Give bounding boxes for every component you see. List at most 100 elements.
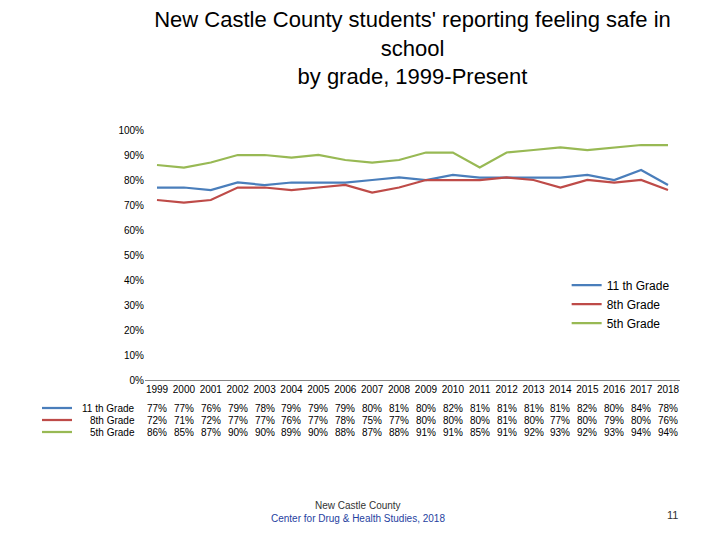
svg-text:77%: 77% xyxy=(255,415,275,426)
svg-text:80%: 80% xyxy=(524,415,544,426)
svg-text:77%: 77% xyxy=(147,403,167,414)
svg-text:2001: 2001 xyxy=(200,384,223,395)
svg-text:79%: 79% xyxy=(335,403,355,414)
svg-text:84%: 84% xyxy=(631,403,651,414)
svg-text:88%: 88% xyxy=(335,427,355,438)
svg-text:90%: 90% xyxy=(228,427,248,438)
svg-text:80%: 80% xyxy=(577,415,597,426)
svg-text:81%: 81% xyxy=(497,403,517,414)
svg-text:5th Grade: 5th Grade xyxy=(90,427,135,438)
svg-text:2013: 2013 xyxy=(522,384,545,395)
svg-text:76%: 76% xyxy=(658,415,678,426)
svg-text:80%: 80% xyxy=(416,415,436,426)
svg-text:87%: 87% xyxy=(362,427,382,438)
svg-text:80%: 80% xyxy=(470,415,490,426)
svg-text:76%: 76% xyxy=(201,403,221,414)
svg-text:70%: 70% xyxy=(124,200,144,211)
svg-text:94%: 94% xyxy=(631,427,651,438)
svg-text:5th Grade: 5th Grade xyxy=(607,317,661,331)
svg-text:92%: 92% xyxy=(524,427,544,438)
svg-text:2018: 2018 xyxy=(657,384,680,395)
svg-text:90%: 90% xyxy=(255,427,275,438)
svg-text:81%: 81% xyxy=(497,415,517,426)
svg-text:85%: 85% xyxy=(470,427,490,438)
svg-text:20%: 20% xyxy=(124,325,144,336)
svg-text:93%: 93% xyxy=(604,427,624,438)
svg-text:2012: 2012 xyxy=(496,384,519,395)
svg-text:77%: 77% xyxy=(174,403,194,414)
svg-text:77%: 77% xyxy=(228,415,248,426)
svg-text:2017: 2017 xyxy=(630,384,653,395)
svg-text:2014: 2014 xyxy=(549,384,572,395)
svg-text:91%: 91% xyxy=(443,427,463,438)
svg-text:8th Grade: 8th Grade xyxy=(90,415,135,426)
svg-text:85%: 85% xyxy=(174,427,194,438)
svg-text:81%: 81% xyxy=(389,403,409,414)
svg-text:2004: 2004 xyxy=(280,384,303,395)
svg-text:78%: 78% xyxy=(255,403,275,414)
svg-text:77%: 77% xyxy=(308,415,328,426)
svg-text:50%: 50% xyxy=(124,250,144,261)
svg-text:79%: 79% xyxy=(604,415,624,426)
svg-text:81%: 81% xyxy=(550,403,570,414)
svg-text:2007: 2007 xyxy=(361,384,384,395)
svg-text:10%: 10% xyxy=(124,350,144,361)
svg-text:2011: 2011 xyxy=(469,384,491,395)
svg-text:82%: 82% xyxy=(577,403,597,414)
svg-text:91%: 91% xyxy=(416,427,436,438)
svg-text:2002: 2002 xyxy=(227,384,250,395)
svg-text:77%: 77% xyxy=(550,415,570,426)
svg-text:80%: 80% xyxy=(362,403,382,414)
svg-text:81%: 81% xyxy=(524,403,544,414)
svg-text:81%: 81% xyxy=(470,403,490,414)
svg-text:60%: 60% xyxy=(124,225,144,236)
svg-text:79%: 79% xyxy=(281,403,301,414)
svg-text:87%: 87% xyxy=(201,427,221,438)
svg-text:79%: 79% xyxy=(308,403,328,414)
svg-text:2010: 2010 xyxy=(442,384,465,395)
svg-text:100%: 100% xyxy=(118,125,144,136)
svg-text:0%: 0% xyxy=(130,375,145,386)
svg-text:New Castle County students' re: New Castle County students' reporting fe… xyxy=(154,7,671,89)
svg-text:2006: 2006 xyxy=(334,384,357,395)
svg-text:80%: 80% xyxy=(631,415,651,426)
svg-text:94%: 94% xyxy=(658,427,678,438)
svg-text:88%: 88% xyxy=(389,427,409,438)
svg-text:2009: 2009 xyxy=(415,384,438,395)
svg-text:2003: 2003 xyxy=(253,384,276,395)
svg-text:77%: 77% xyxy=(389,415,409,426)
svg-text:90%: 90% xyxy=(308,427,328,438)
svg-text:11 th Grade: 11 th Grade xyxy=(607,279,670,293)
svg-text:80%: 80% xyxy=(443,415,463,426)
svg-text:Center for Drug & Health Studi: Center for Drug & Health Studies, 2018 xyxy=(271,513,445,524)
svg-text:82%: 82% xyxy=(443,403,463,414)
svg-text:8th Grade: 8th Grade xyxy=(607,298,661,312)
svg-text:1999: 1999 xyxy=(146,384,169,395)
svg-text:78%: 78% xyxy=(658,403,678,414)
svg-text:71%: 71% xyxy=(174,415,194,426)
svg-text:78%: 78% xyxy=(335,415,355,426)
svg-text:2016: 2016 xyxy=(603,384,626,395)
svg-text:2015: 2015 xyxy=(576,384,599,395)
svg-text:90%: 90% xyxy=(124,150,144,161)
svg-text:80%: 80% xyxy=(124,175,144,186)
svg-text:75%: 75% xyxy=(362,415,382,426)
svg-text:72%: 72% xyxy=(201,415,221,426)
svg-text:30%: 30% xyxy=(124,300,144,311)
svg-text:2008: 2008 xyxy=(388,384,411,395)
svg-text:76%: 76% xyxy=(281,415,301,426)
svg-text:72%: 72% xyxy=(147,415,167,426)
svg-text:89%: 89% xyxy=(281,427,301,438)
svg-text:New Castle County: New Castle County xyxy=(315,500,401,511)
svg-text:92%: 92% xyxy=(577,427,597,438)
svg-text:40%: 40% xyxy=(124,275,144,286)
svg-text:91%: 91% xyxy=(497,427,517,438)
svg-text:93%: 93% xyxy=(550,427,570,438)
svg-text:86%: 86% xyxy=(147,427,167,438)
svg-text:11: 11 xyxy=(667,509,678,521)
svg-text:79%: 79% xyxy=(228,403,248,414)
svg-text:2000: 2000 xyxy=(173,384,196,395)
svg-text:80%: 80% xyxy=(416,403,436,414)
svg-text:11 th Grade: 11 th Grade xyxy=(82,403,135,414)
svg-text:80%: 80% xyxy=(604,403,624,414)
